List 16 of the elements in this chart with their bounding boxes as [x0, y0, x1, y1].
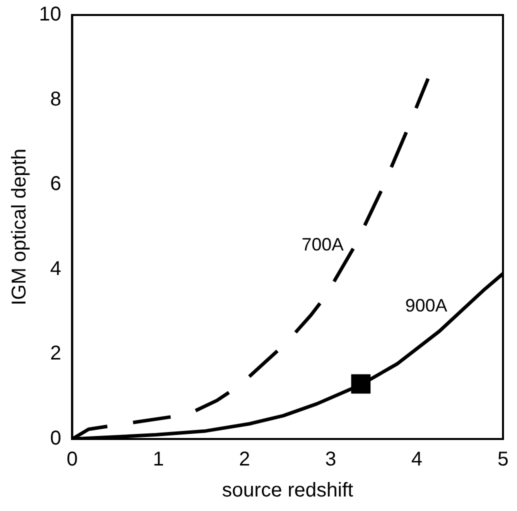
x-axis-title: source redshift: [222, 480, 354, 502]
x-tick-label: 5: [497, 448, 509, 471]
y-tick-label: 10: [38, 4, 62, 26]
y-tick-label: 0: [50, 428, 62, 450]
x-tick-label: 4: [411, 448, 422, 471]
y-tick-label: 4: [50, 258, 62, 280]
x-tick-label: 0: [66, 448, 78, 471]
x-tick-label: 1: [152, 448, 164, 471]
x-tick-label: 3: [325, 448, 336, 471]
y-tick-label: 6: [50, 173, 62, 196]
series-label: 900A: [405, 295, 448, 316]
y-tick-label: 8: [50, 88, 62, 110]
series-label: 700A: [302, 234, 344, 254]
y-tick-label: 2: [50, 342, 62, 365]
y-axis-title: IGM optical depth: [8, 148, 31, 306]
x-tick-label: 2: [238, 448, 250, 471]
